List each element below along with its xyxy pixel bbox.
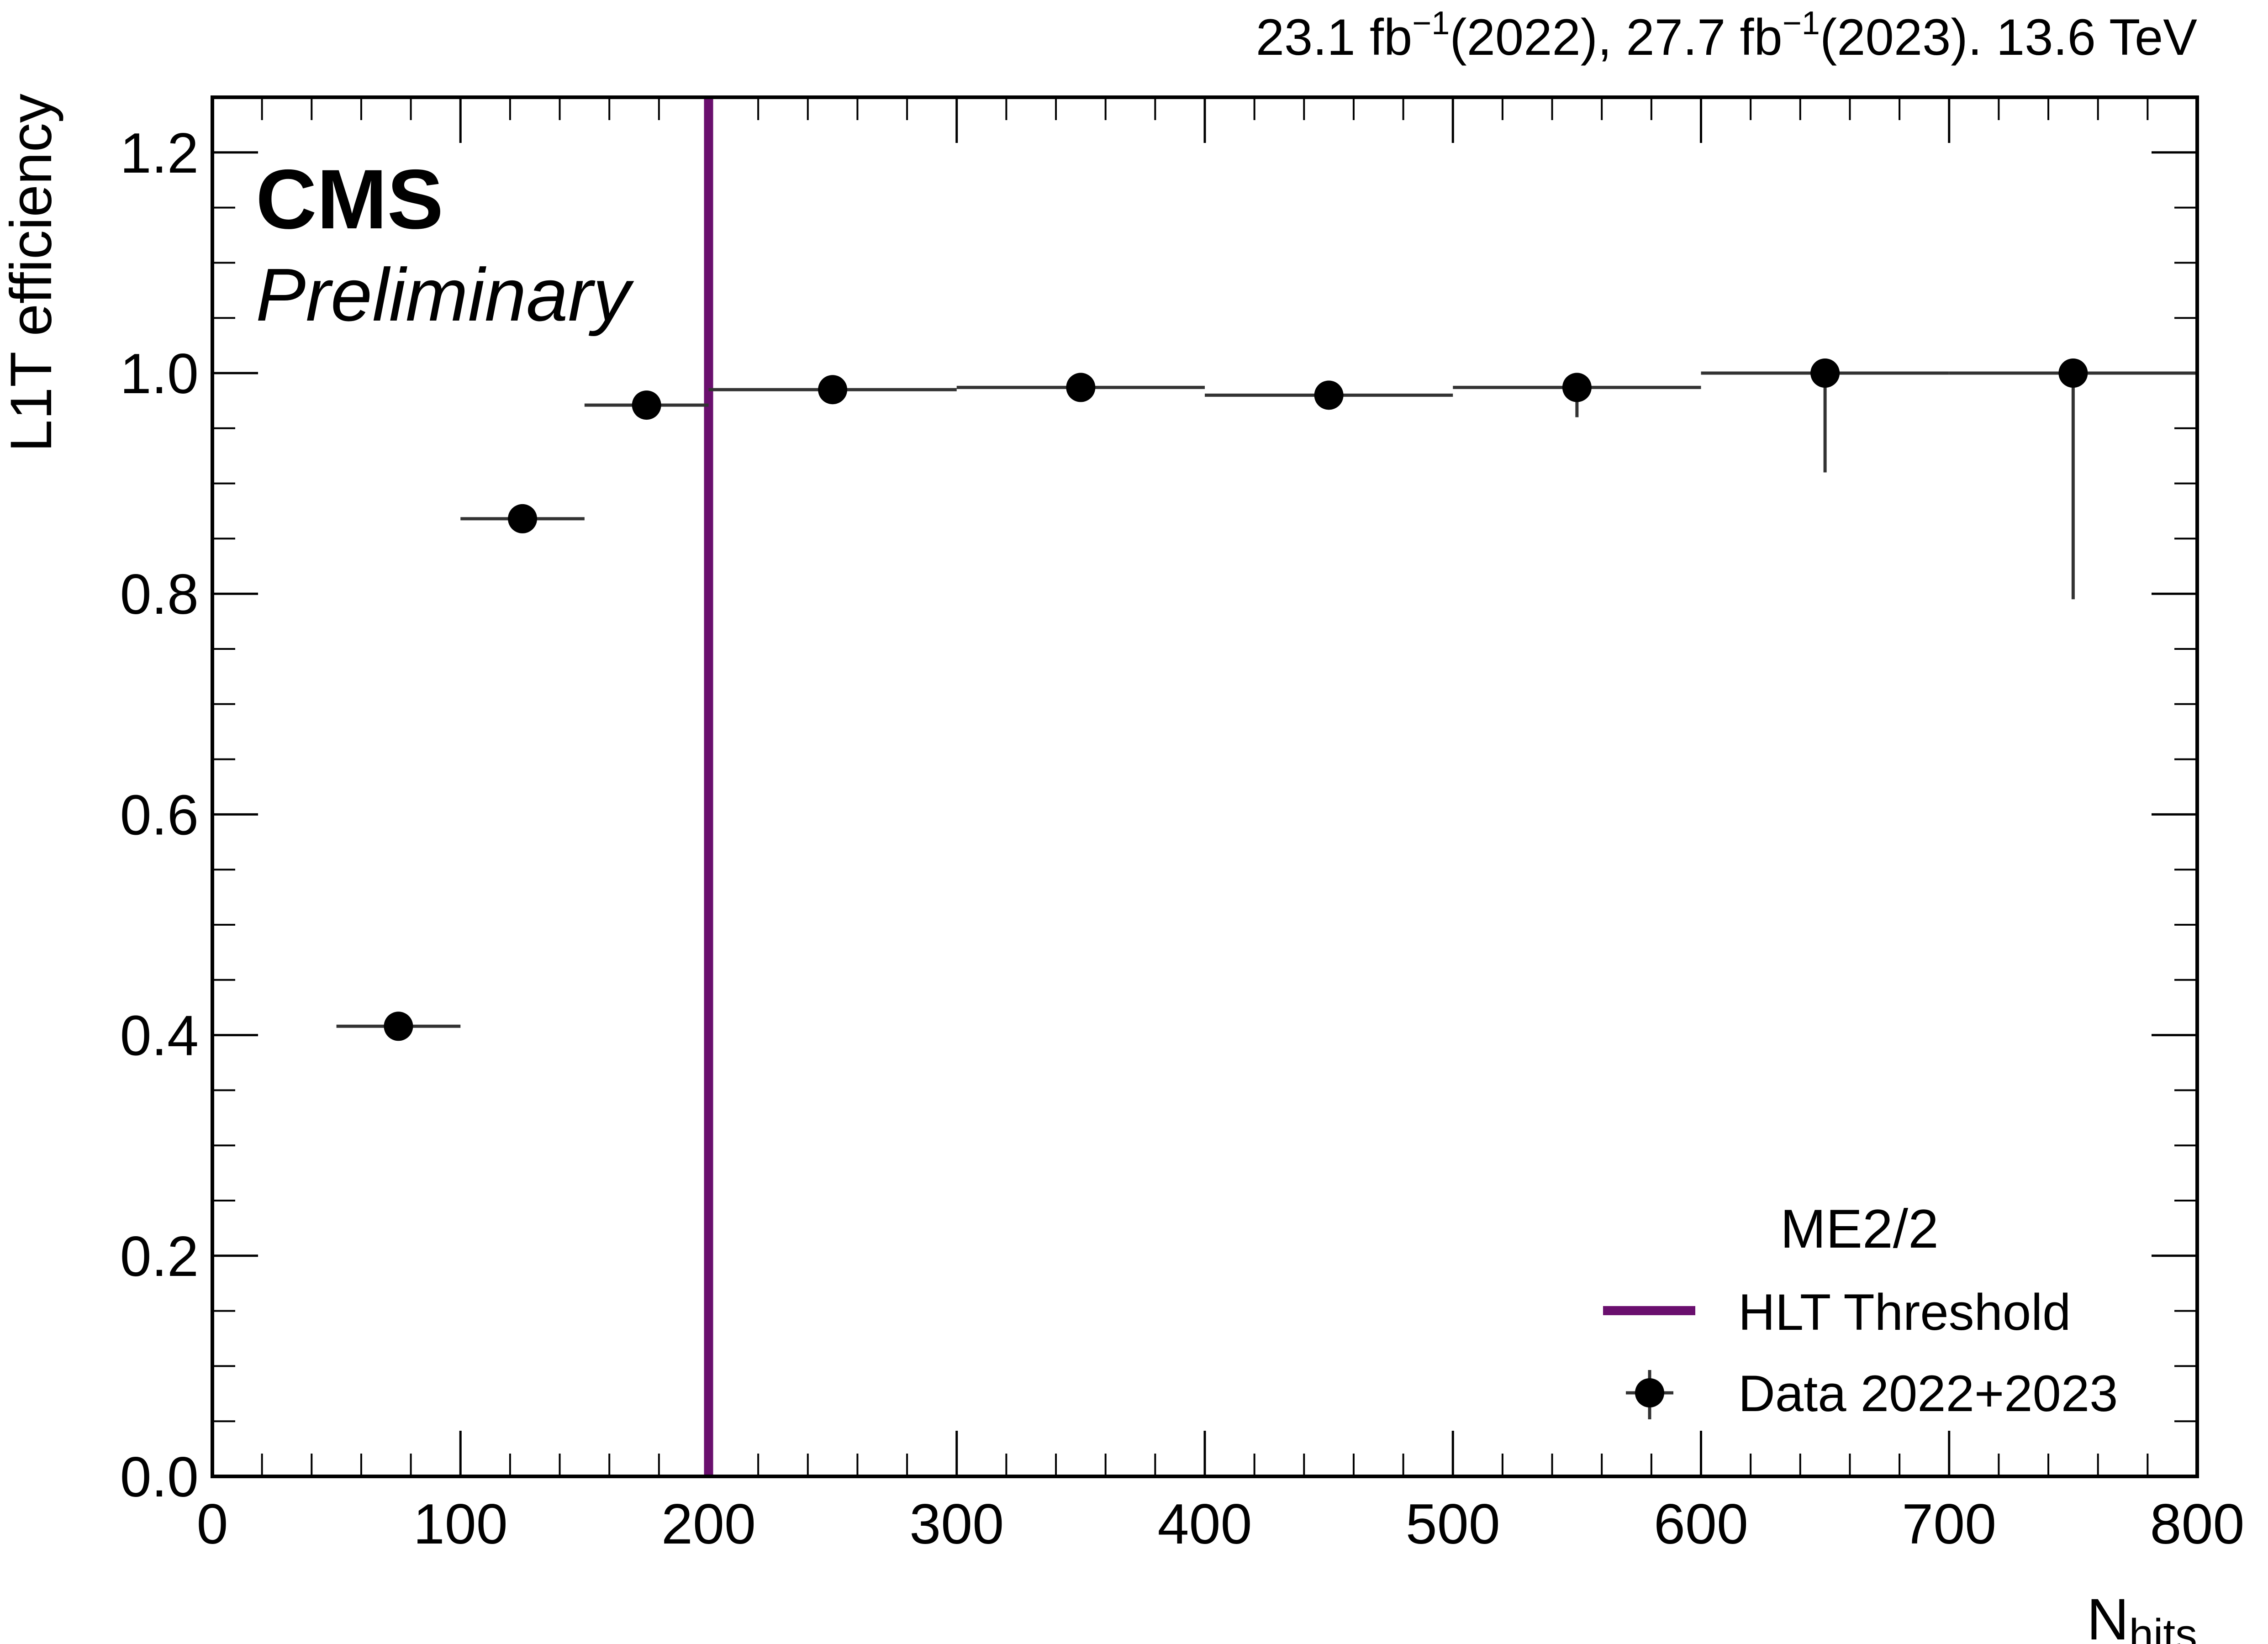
y-tick-label: 0.2 xyxy=(120,1225,199,1288)
y-tick-label: 0.4 xyxy=(120,1005,199,1068)
data-point xyxy=(1810,358,1840,388)
x-tick-label: 100 xyxy=(413,1493,508,1556)
x-tick-label: 200 xyxy=(661,1493,756,1556)
preliminary-label: Preliminary xyxy=(256,253,634,337)
x-tick-label: 700 xyxy=(1902,1493,1996,1556)
axis-tick-labels: 0 100 200 300 400 500 600 700 800 0.0 0.2 0.4 0.6 0.8… xyxy=(120,122,2245,1556)
legend-threshold-label: HLT Threshold xyxy=(1738,1284,2071,1341)
y-tick-label: 0.8 xyxy=(120,563,199,626)
x-tick-label: 0 xyxy=(197,1493,228,1556)
x-tick-label: 600 xyxy=(1654,1493,1748,1556)
data-point xyxy=(508,504,538,533)
data-point xyxy=(632,390,661,420)
cms-label: CMS xyxy=(256,153,443,247)
x-tick-label: 500 xyxy=(1406,1493,1500,1556)
data-point xyxy=(384,1012,413,1041)
legend-data-marker xyxy=(1635,1378,1664,1407)
y-tick-label: 0.6 xyxy=(120,784,199,847)
x-axis-title: Nhits xyxy=(2087,1587,2197,1644)
plot-frame xyxy=(211,95,2199,1478)
data-point xyxy=(1562,373,1592,402)
x-tick-label: 400 xyxy=(1158,1493,1252,1556)
y-tick-label: 1.2 xyxy=(120,122,199,185)
data-series xyxy=(336,358,2197,1041)
legend-title: ME2/2 xyxy=(1780,1198,1939,1259)
data-point xyxy=(1066,373,1096,402)
y-tick-label: 1.0 xyxy=(120,342,199,406)
y-tick-label: 0.0 xyxy=(120,1446,199,1509)
y-axis-title: L1T efficiency xyxy=(0,94,64,452)
legend: ME2/2 HLT Threshold Data 2022+2023 xyxy=(1603,1198,2118,1422)
legend-data-label: Data 2022+2023 xyxy=(1738,1365,2118,1422)
x-tick-label: 300 xyxy=(909,1493,1004,1556)
data-point xyxy=(2058,358,2088,388)
lumi-label: 23.1 fb−1(2022), 27.7 fb−1(2023). 13.6 T… xyxy=(1256,5,2198,66)
data-point xyxy=(1314,380,1344,410)
data-point xyxy=(818,375,848,405)
x-tick-label: 800 xyxy=(2150,1493,2245,1556)
